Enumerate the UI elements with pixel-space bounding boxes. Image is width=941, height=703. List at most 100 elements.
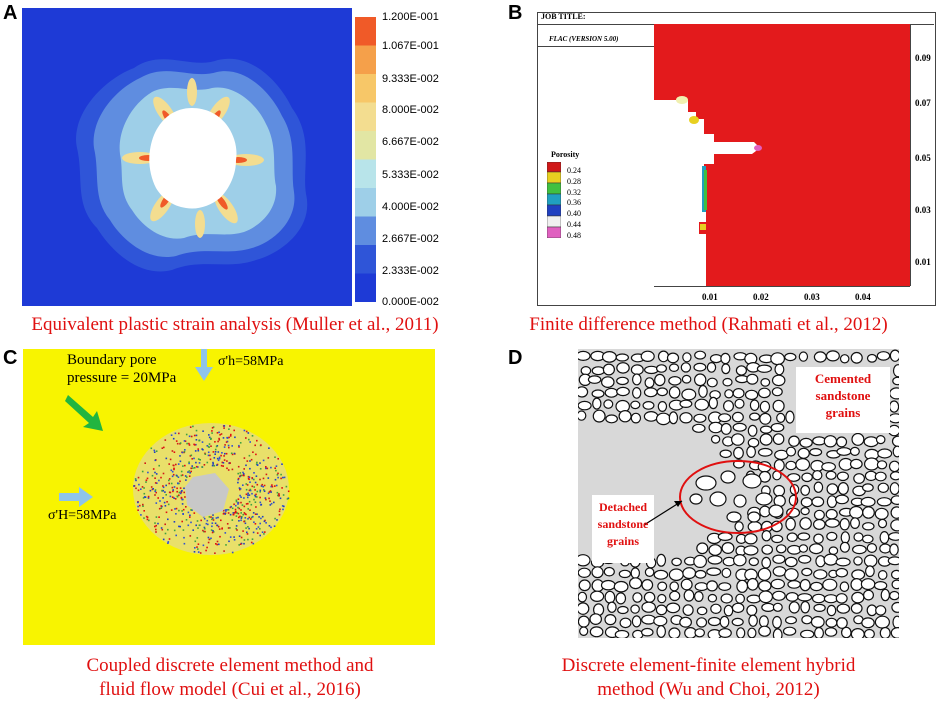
sand-grain: [591, 389, 605, 399]
damage-dot: [192, 425, 194, 428]
damage-dot: [201, 448, 203, 450]
sand-grain: [809, 447, 823, 457]
damage-dot: [142, 497, 145, 499]
damage-dot: [231, 507, 234, 510]
damage-dot: [223, 550, 225, 552]
damage-dot: [155, 516, 158, 518]
sand-grain: [772, 615, 782, 629]
damage-dot: [283, 476, 286, 479]
sand-grain: [786, 532, 798, 542]
sand-grain: [892, 376, 899, 386]
damage-dot: [265, 498, 267, 501]
sand-grain: [733, 553, 747, 567]
damage-dot: [178, 482, 180, 485]
damage-dot: [240, 536, 243, 539]
damage-dot: [157, 497, 159, 499]
damage-dot: [224, 444, 226, 446]
sand-grain: [671, 557, 682, 567]
damage-dot: [222, 465, 224, 467]
sand-grain: [825, 617, 838, 628]
sand-grain: [861, 534, 874, 544]
damage-dot: [208, 436, 211, 439]
damage-dot: [174, 508, 176, 510]
sand-grain: [811, 593, 826, 604]
damage-dot: [164, 439, 167, 441]
damage-dot: [213, 457, 216, 459]
damage-dot: [232, 513, 235, 516]
damage-dot: [214, 552, 216, 554]
damage-dot: [245, 513, 247, 516]
sand-grain: [875, 434, 886, 445]
damage-dot: [229, 425, 231, 427]
sand-grain: [776, 412, 786, 424]
panel-label-b: B: [508, 2, 523, 24]
damage-dot: [280, 477, 282, 480]
damage-dot: [167, 503, 170, 506]
damage-dot: [155, 528, 157, 531]
damage-dot: [218, 431, 220, 434]
damage-dot: [169, 458, 172, 461]
damage-dot: [250, 541, 253, 544]
sand-grain: [578, 554, 591, 567]
sand-grain: [788, 601, 800, 614]
damage-dot: [212, 519, 215, 521]
porosity-legend-swatches: [547, 162, 561, 238]
damage-dot: [249, 489, 252, 492]
sand-grain: [665, 602, 681, 614]
damage-dot: [260, 444, 262, 446]
damage-dot: [208, 443, 211, 445]
sand-grain: [735, 365, 747, 376]
damage-dot: [142, 505, 144, 507]
damage-dot: [229, 462, 231, 464]
sand-grain: [630, 364, 644, 376]
sand-grain: [698, 384, 708, 398]
damage-dot: [187, 524, 190, 527]
damage-dot: [256, 513, 258, 515]
damage-dot: [165, 494, 167, 496]
sand-grain: [892, 445, 899, 458]
damage-dot: [137, 509, 139, 511]
damage-dot: [259, 489, 262, 492]
damage-dot: [261, 483, 263, 486]
damage-dot: [218, 528, 221, 530]
sand-grain: [578, 567, 591, 578]
sand-grain: [813, 518, 826, 530]
sand-grain: [578, 386, 589, 398]
damage-dot: [271, 485, 274, 488]
sand-grain: [718, 628, 732, 638]
damage-dot: [195, 461, 197, 464]
damage-dot: [281, 505, 284, 507]
sand-grain: [743, 545, 759, 556]
sand-grain: [889, 471, 899, 481]
damage-dot: [213, 464, 216, 467]
damage-dot: [220, 433, 223, 435]
damage-dot: [247, 502, 249, 505]
sand-grain: [721, 567, 732, 579]
damage-dot: [231, 453, 234, 456]
sand-grain: [800, 496, 813, 508]
sand-grain: [630, 412, 642, 424]
damage-dot: [245, 483, 248, 485]
sand-grain: [578, 615, 590, 628]
legend-swatch: [547, 171, 561, 184]
colorbar-swatch: [355, 17, 376, 46]
sand-grain: [823, 594, 839, 604]
damage-dot: [247, 432, 250, 434]
sand-grain: [630, 604, 640, 614]
sand-grain: [797, 532, 811, 541]
damage-dot: [138, 483, 140, 486]
damage-dot: [250, 458, 253, 461]
damage-dot: [241, 504, 244, 506]
damage-dot: [199, 552, 202, 554]
sand-grain: [710, 434, 721, 444]
damage-dot: [173, 521, 176, 523]
damage-dot: [154, 482, 157, 484]
sand-grain: [603, 399, 614, 409]
damage-dot: [217, 440, 219, 443]
sand-grain: [721, 542, 735, 555]
sand-grain: [749, 399, 760, 411]
damage-dot: [219, 535, 221, 538]
sand-grain: [694, 628, 705, 638]
damage-dot: [279, 497, 282, 500]
sand-grain: [693, 362, 707, 372]
